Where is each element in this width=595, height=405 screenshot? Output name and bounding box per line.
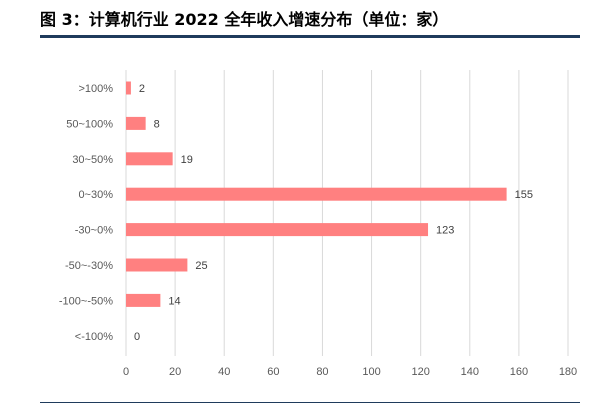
x-tick-label: 20 [169, 366, 181, 378]
category-label: 30~50% [72, 154, 113, 166]
x-tick-label: 80 [316, 366, 328, 378]
category-labels: >100% 50~100% 30~50% 0~30% -30~0% -50~-30% -10… [59, 83, 113, 343]
category-label: -30~0% [75, 225, 113, 237]
category-label: -50~-30% [65, 260, 113, 272]
bar [126, 116, 146, 130]
x-tick-label: 60 [267, 366, 279, 378]
x-tick-label: 100 [362, 366, 380, 378]
grid-lines [125, 70, 569, 356]
x-tick-label: 0 [123, 366, 129, 378]
bar [126, 293, 161, 307]
data-label: 8 [154, 118, 160, 130]
title-rule [40, 35, 580, 38]
bar [126, 187, 507, 201]
x-tick-label: 140 [461, 366, 479, 378]
x-tick-label: 40 [218, 366, 230, 378]
data-label: 14 [168, 295, 180, 307]
x-tick-label: 160 [510, 366, 528, 378]
bars [126, 81, 507, 307]
x-tick-label: 180 [559, 366, 577, 378]
category-label: >100% [78, 83, 113, 95]
category-label: 0~30% [78, 189, 113, 201]
data-label: 0 [134, 331, 140, 343]
bar [126, 81, 131, 95]
data-label: 19 [181, 154, 193, 166]
x-tick-labels: 0 20 40 60 80 100 120 140 160 180 [123, 366, 577, 378]
data-label: 123 [436, 225, 454, 237]
category-label: -100~-50% [59, 295, 113, 307]
figure-title: 图 3：计算机行业 2022 全年收入增速分布（单位：家） [40, 10, 449, 29]
bar [126, 258, 188, 272]
bar [126, 223, 429, 237]
bottom-rule [40, 402, 580, 403]
data-labels: 2 8 19 155 123 25 14 0 [134, 83, 533, 343]
bar [126, 152, 173, 166]
category-label: 50~100% [66, 118, 113, 130]
data-label: 2 [139, 83, 145, 95]
data-label: 25 [195, 260, 207, 272]
data-label: 155 [515, 189, 533, 201]
category-label: <-100% [75, 331, 113, 343]
x-tick-label: 120 [411, 366, 429, 378]
